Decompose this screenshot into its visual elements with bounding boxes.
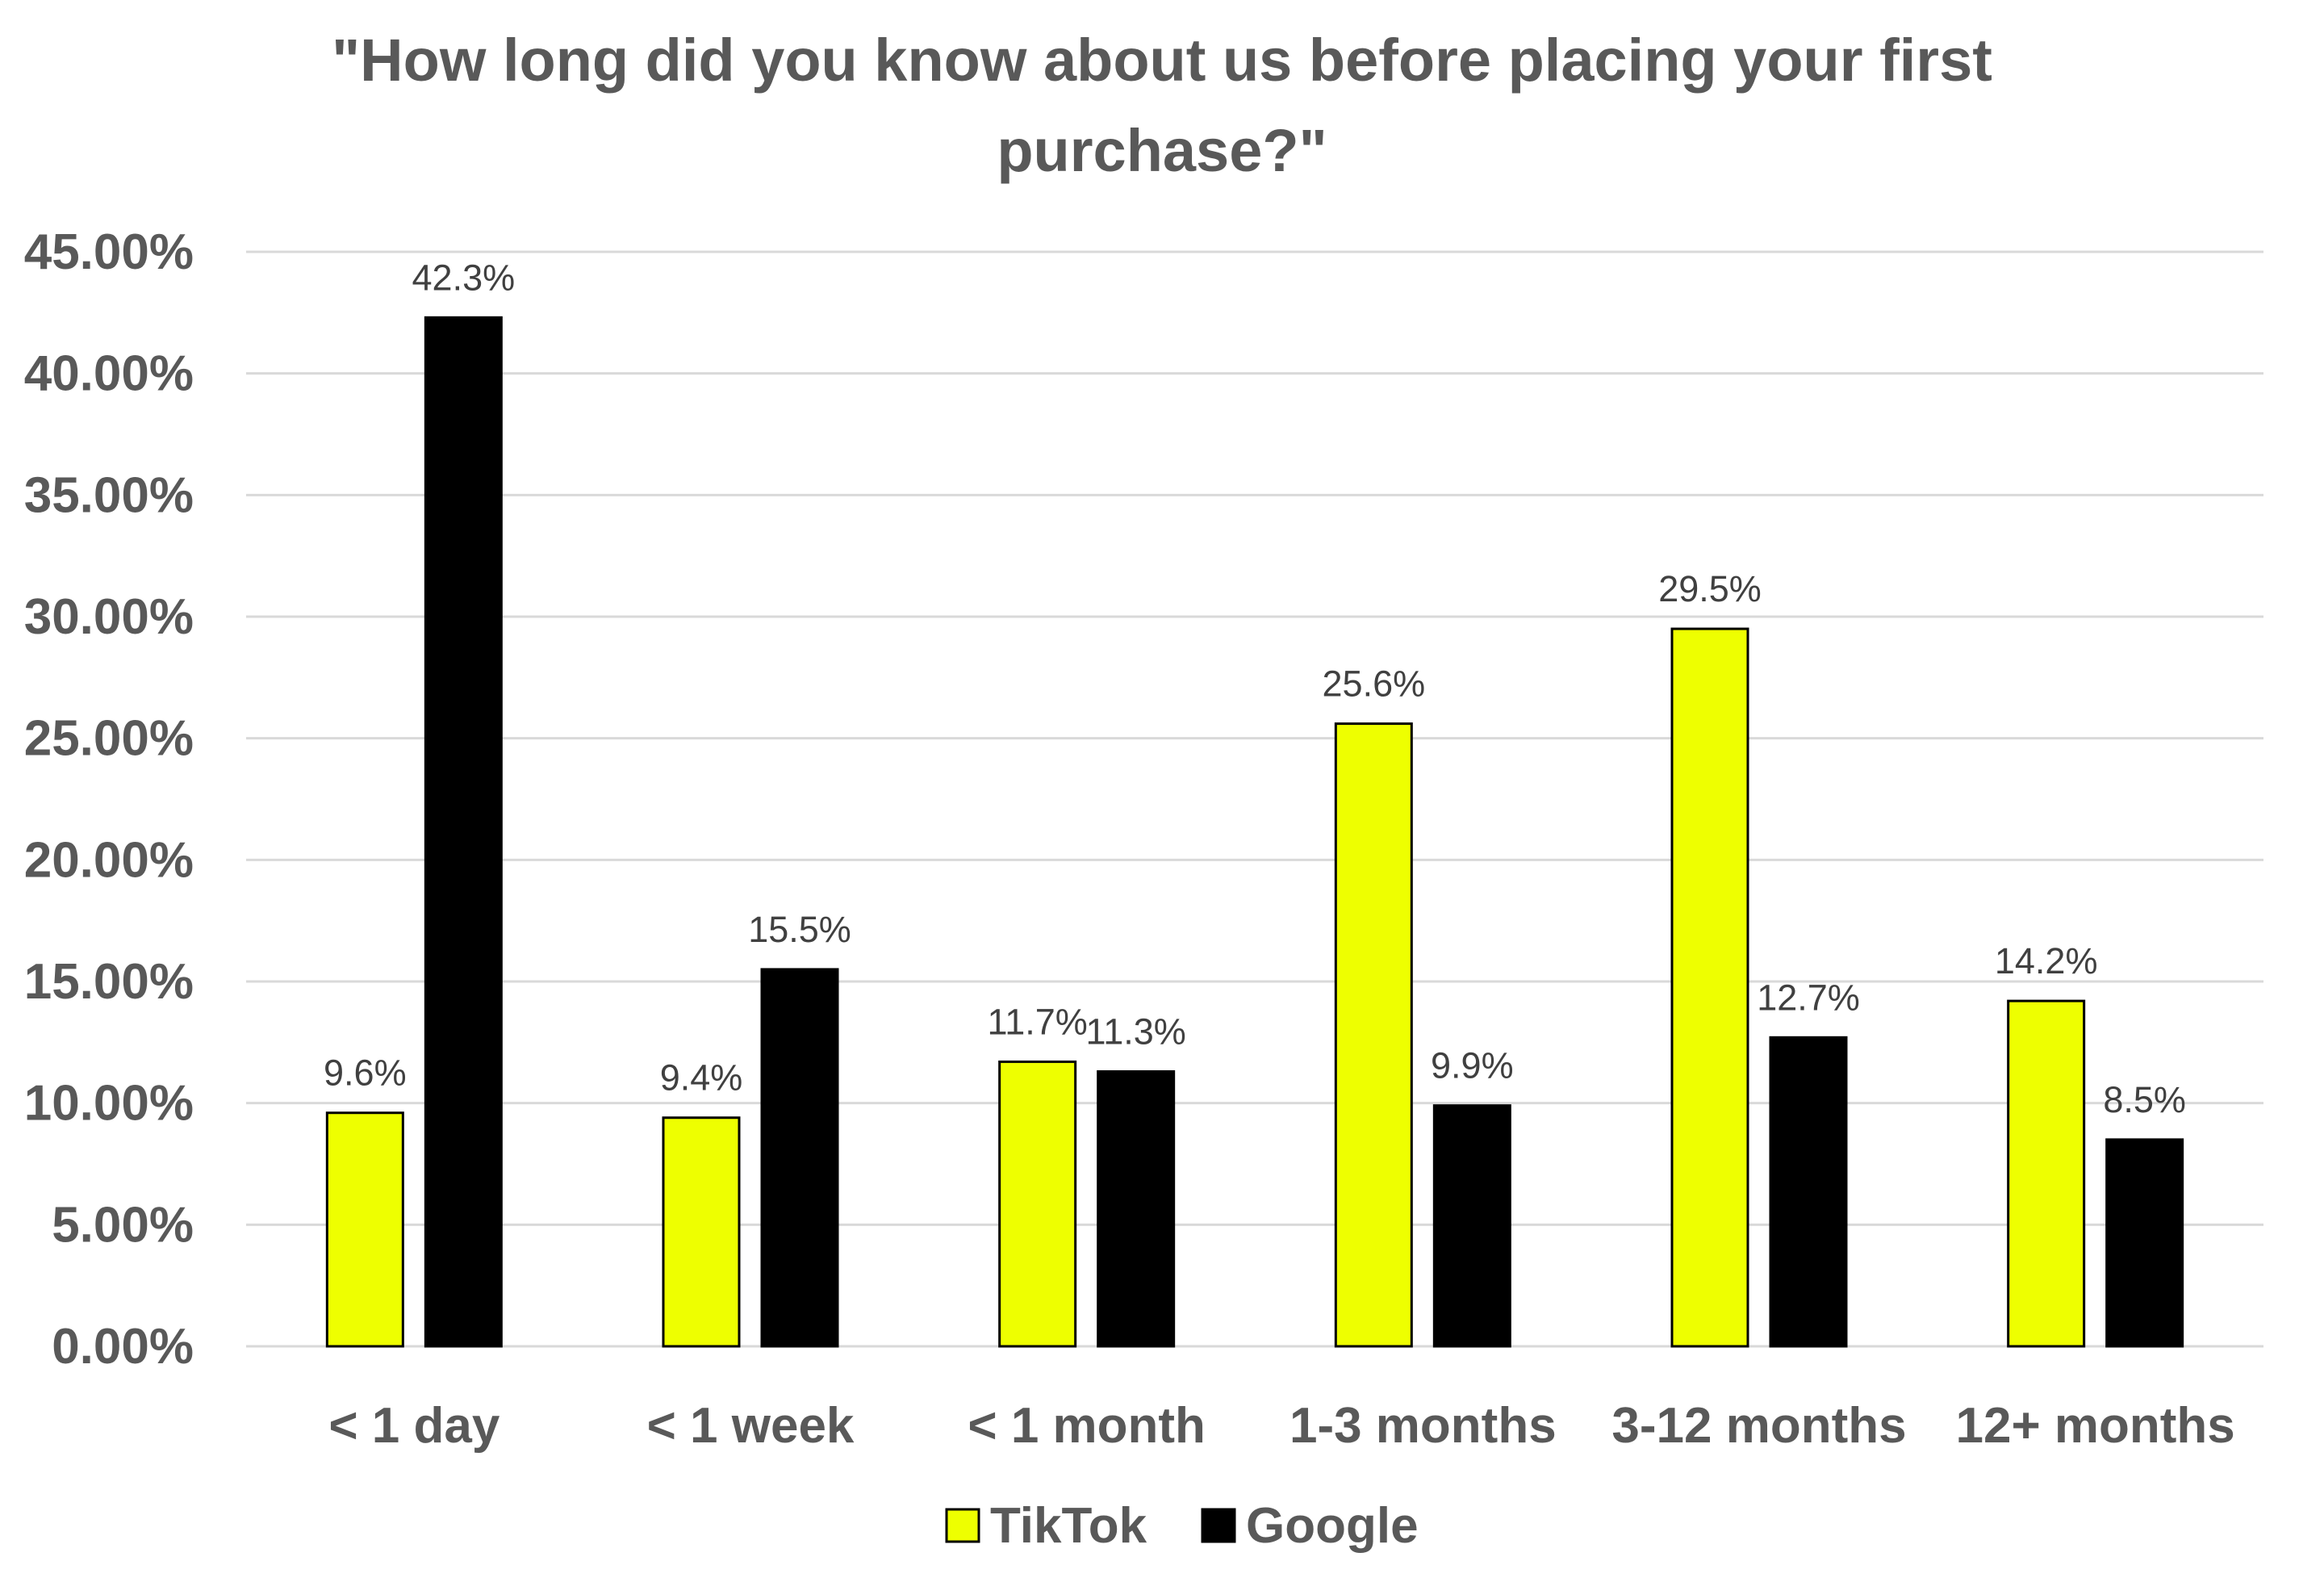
- data-label-google-1: 15.5%: [748, 909, 851, 950]
- y-axis: 0.00% 5.00% 10.00% 15.00% 20.00% 25.00% 30.00%…: [24, 224, 194, 1375]
- x-axis: < 1 day < 1 week < 1 month 1-3 months 3-12 m…: [328, 1398, 2234, 1454]
- y-tick-label: 5.00%: [52, 1197, 194, 1253]
- data-label-google-2: 11.3%: [1086, 1011, 1186, 1052]
- legend-swatch-google: [1201, 1508, 1236, 1543]
- legend-swatch-tiktok: [945, 1508, 980, 1543]
- bar-tiktok-4: [1670, 627, 1749, 1348]
- data-label-google-5: 8.5%: [2103, 1079, 2186, 1120]
- y-tick-label: 10.00%: [24, 1076, 194, 1132]
- y-tick-label: 20.00%: [24, 832, 194, 888]
- data-label-tiktok-3: 25.6%: [1323, 663, 1426, 705]
- data-label-tiktok-1: 9.4%: [660, 1057, 743, 1099]
- legend-label-google: Google: [1246, 1498, 1419, 1554]
- data-label-google-3: 9.9%: [1431, 1045, 1514, 1086]
- bar-google-1: [760, 968, 839, 1348]
- chart-title-line-2: purchase?": [997, 117, 1327, 184]
- y-tick-label: 35.00%: [24, 467, 194, 523]
- bar-google-5: [2105, 1138, 2184, 1348]
- x-tick-label: < 1 week: [647, 1398, 855, 1454]
- bar-google-4: [1769, 1036, 1848, 1348]
- bars: [325, 316, 2184, 1348]
- bar-tiktok-0: [325, 1111, 404, 1348]
- bar-tiktok-2: [998, 1060, 1077, 1348]
- y-tick-label: 25.00%: [24, 711, 194, 767]
- chart-title-line-1: "How long did you know about us before p…: [332, 27, 1992, 94]
- y-tick-label: 30.00%: [24, 589, 194, 645]
- chart-title: "How long did you know about us before p…: [332, 27, 1992, 184]
- data-label-tiktok-5: 14.2%: [1995, 940, 2098, 981]
- bar-google-2: [1097, 1069, 1176, 1348]
- data-label-tiktok-4: 29.5%: [1658, 568, 1762, 609]
- y-tick-label: 0.00%: [52, 1319, 194, 1375]
- bar-tiktok-3: [1334, 722, 1413, 1348]
- x-tick-label: 3-12 months: [1611, 1398, 1906, 1454]
- bar-google-0: [424, 316, 503, 1348]
- data-label-tiktok-2: 11.7%: [988, 1001, 1088, 1042]
- y-tick-label: 15.00%: [24, 954, 194, 1010]
- x-tick-label: < 1 month: [968, 1398, 1206, 1454]
- bar-tiktok-5: [2007, 999, 2086, 1348]
- gridlines: [246, 250, 2263, 1348]
- y-tick-label: 40.00%: [24, 346, 194, 402]
- x-tick-label: < 1 day: [328, 1398, 499, 1454]
- data-label-google-0: 42.3%: [412, 257, 516, 298]
- data-label-google-4: 12.7%: [1757, 977, 1860, 1018]
- legend: TikTok Google: [945, 1498, 1419, 1554]
- bar-tiktok-1: [662, 1116, 741, 1348]
- y-tick-label: 45.00%: [24, 224, 194, 280]
- data-label-tiktok-0: 9.6%: [324, 1053, 407, 1094]
- x-tick-label: 12+ months: [1956, 1398, 2235, 1454]
- bar-google-3: [1432, 1104, 1511, 1348]
- legend-label-tiktok: TikTok: [990, 1498, 1147, 1554]
- data-labels: 9.6% 42.3% 9.4% 15.5% 11.7%11.3% 25.6% 9.9% 29.…: [324, 257, 2186, 1120]
- x-tick-label: 1-3 months: [1289, 1398, 1557, 1454]
